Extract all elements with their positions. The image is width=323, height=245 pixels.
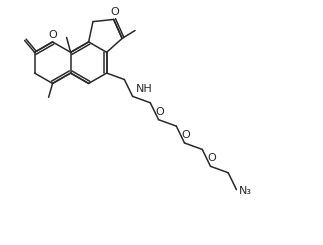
Text: O: O <box>110 7 119 17</box>
Text: O: O <box>155 107 164 117</box>
Text: O: O <box>207 153 216 163</box>
Text: NH: NH <box>136 84 152 94</box>
Text: N₃: N₃ <box>238 186 251 196</box>
Text: O: O <box>181 130 190 140</box>
Text: O: O <box>48 30 57 40</box>
